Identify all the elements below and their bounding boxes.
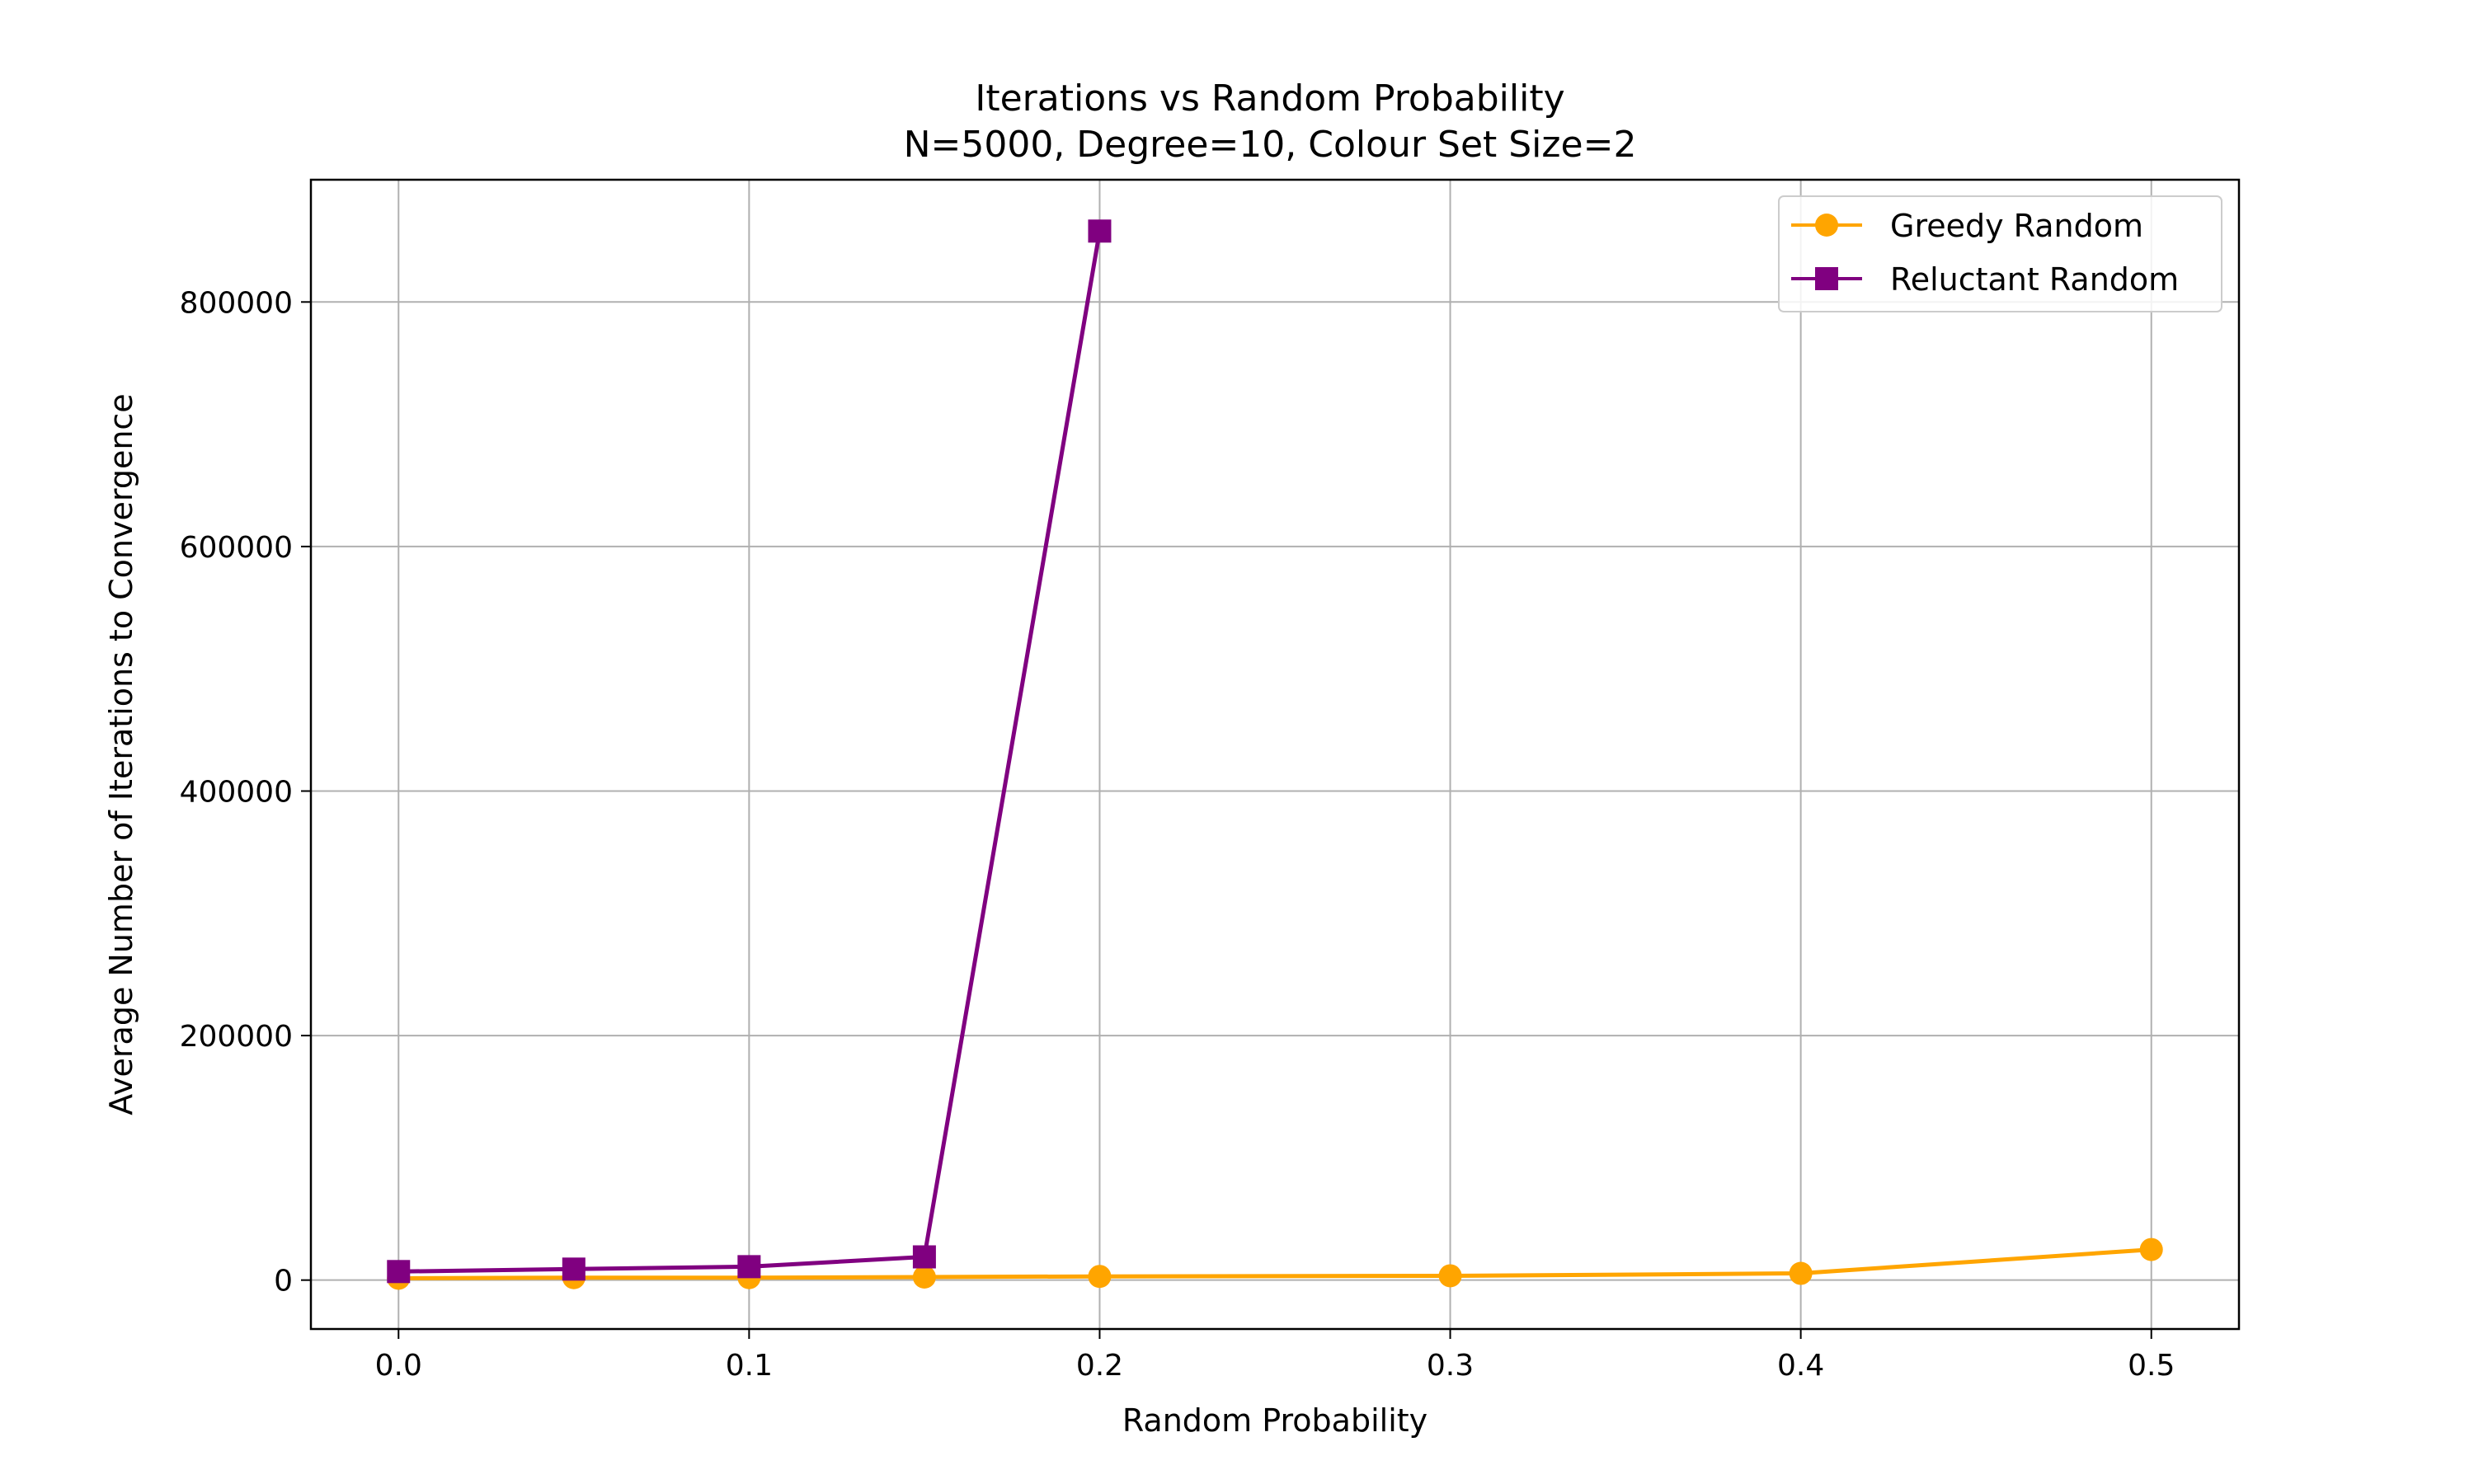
- chart-title: Iterations vs Random Probability: [975, 77, 1564, 120]
- data-point-greedy-random: [2139, 1237, 2163, 1261]
- data-point-reluctant-random: [737, 1255, 761, 1279]
- y-tick-label: 800000: [180, 286, 293, 320]
- x-axis-label: Random Probability: [1122, 1402, 1427, 1439]
- legend-box: [1778, 195, 2222, 312]
- data-point-reluctant-random: [562, 1257, 586, 1281]
- data-point-reluctant-random: [387, 1260, 411, 1284]
- y-tick-label: 0: [274, 1265, 293, 1298]
- y-tick-label: 200000: [180, 1020, 293, 1054]
- grid-lines: [311, 180, 2239, 1329]
- legend-marker-reluctant-random: [1815, 267, 1838, 290]
- legend-marker-greedy-random: [1815, 214, 1838, 237]
- x-tick-label: 0.3: [1427, 1349, 1474, 1383]
- x-tick-label: 0.5: [2128, 1349, 2175, 1383]
- data-point-reluctant-random: [912, 1245, 936, 1269]
- y-tick-label: 600000: [180, 531, 293, 565]
- y-tick-label: 400000: [180, 775, 293, 809]
- axis-ticks: 0.0 0.1 0.2 0.3 0.4 0.5 0 200000 400000 600000 800…: [180, 286, 2175, 1383]
- data-point-greedy-random: [1088, 1265, 1112, 1289]
- x-tick-label: 0.0: [375, 1349, 422, 1383]
- legend: Greedy Random Reluctant Random: [1778, 195, 2222, 312]
- data-point-greedy-random: [912, 1265, 936, 1289]
- data-point-greedy-random: [1789, 1261, 1813, 1285]
- series-line-greedy-random: [398, 1247, 2152, 1280]
- x-tick-label: 0.4: [1777, 1349, 1824, 1383]
- chart-subtitle: N=5000, Degree=10, Colour Set Size=2: [904, 124, 1637, 166]
- series-layer: [387, 219, 2163, 1290]
- plot-area-frame: [309, 178, 2241, 1331]
- x-tick-label: 0.2: [1076, 1349, 1123, 1383]
- legend-label-greedy-random: Greedy Random: [1890, 208, 2143, 244]
- data-point-greedy-random: [1438, 1264, 1462, 1288]
- y-axis-label: Average Number of Iterations to Converge…: [103, 393, 139, 1115]
- data-point-reluctant-random: [1088, 219, 1112, 243]
- legend-label-reluctant-random: Reluctant Random: [1890, 261, 2179, 298]
- x-tick-label: 0.1: [726, 1349, 773, 1383]
